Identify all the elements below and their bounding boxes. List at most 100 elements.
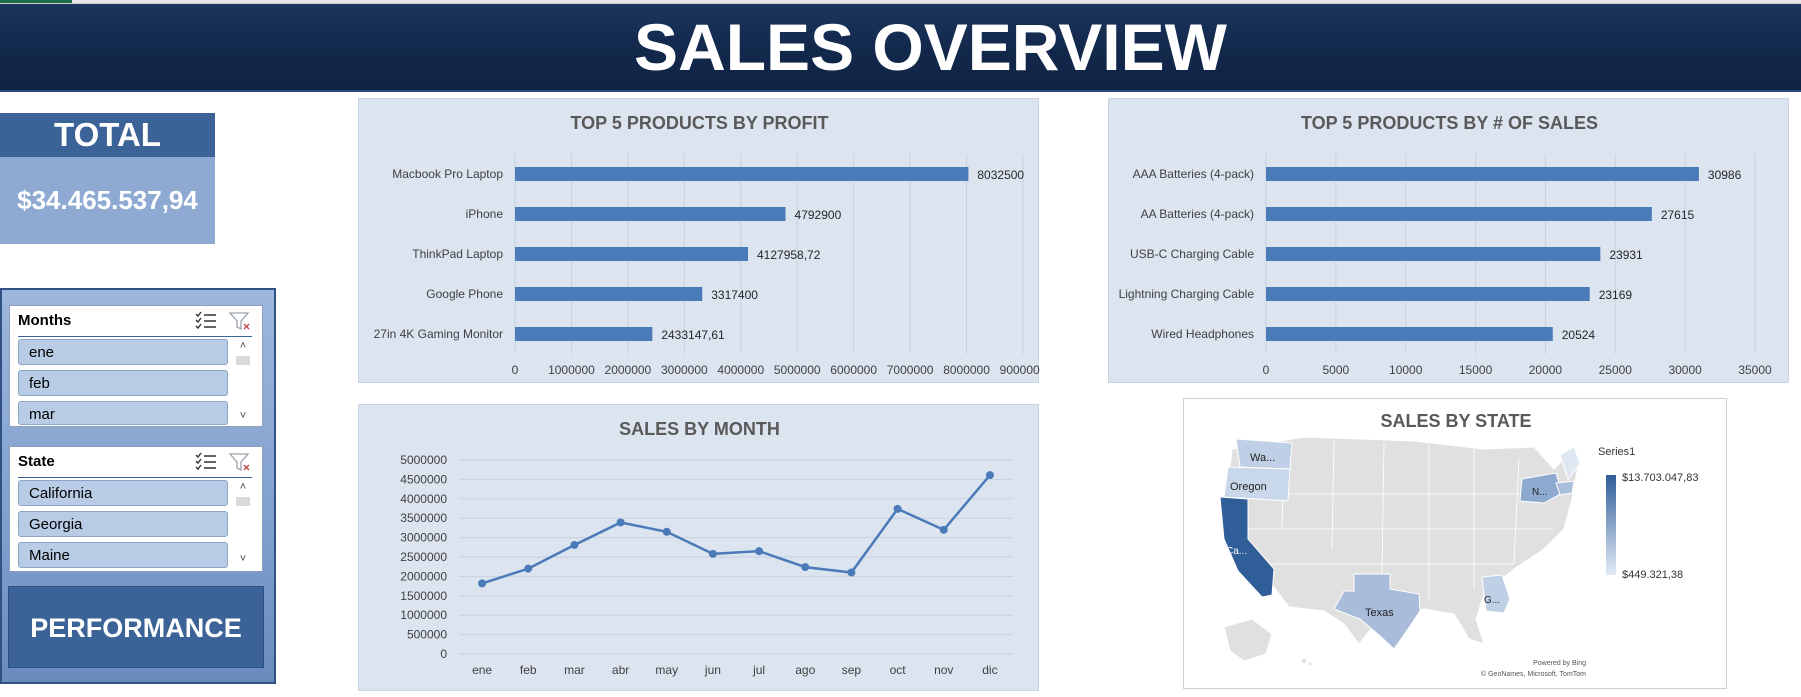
multi-select-icon[interactable] [194, 310, 218, 332]
state-scrollbar[interactable]: ˄ ˅ [235, 480, 251, 568]
x-tick-label: 25000 [1599, 363, 1633, 377]
x-tick-label: 4000000 [717, 363, 764, 377]
scrollbar-thumb[interactable] [236, 497, 250, 506]
data-point [662, 527, 671, 536]
clear-filter-icon[interactable] [228, 451, 252, 473]
map-label-oregon: Oregon [1230, 481, 1267, 493]
map-legend-max: $13.703.047,83 [1622, 472, 1698, 484]
map-label-georgia: G... [1484, 595, 1500, 606]
total-sales-value: $34.465.537,94 [0, 157, 215, 244]
scroll-up-icon[interactable]: ˄ [239, 340, 247, 352]
map-attribution-geo: © GeoNames, Microsoft, TomTom [1481, 670, 1586, 678]
hawaii-dot [1302, 659, 1306, 663]
multi-select-icon[interactable] [194, 451, 218, 473]
data-label: 23931 [1609, 248, 1643, 262]
slicer-item-feb[interactable]: feb [18, 370, 228, 396]
profit-chart-area[interactable]: TOP 5 PRODUCTS BY PROFIT 0 1000000 2000000… [358, 98, 1040, 383]
x-tick-label: ago [795, 663, 815, 677]
data-point [478, 579, 487, 588]
category-label: AAA Batteries (4-pack) [1133, 167, 1254, 181]
months-slicer: Months ene feb mar ˄ ˅ [9, 305, 263, 427]
bar [1266, 247, 1601, 261]
bar [515, 207, 786, 221]
data-point [524, 564, 533, 573]
performance-button[interactable]: PERFORMANCE [8, 586, 264, 668]
data-point [570, 540, 579, 549]
data-label: 23169 [1599, 288, 1633, 302]
data-label: 8032500 [977, 168, 1024, 182]
map-legend-title: Series1 [1598, 446, 1635, 458]
x-tick-label: 5000000 [774, 363, 821, 377]
profit-chart-title: TOP 5 PRODUCTS BY PROFIT [570, 113, 829, 133]
x-tick-label: 3000000 [661, 363, 708, 377]
category-label: ThinkPad Laptop [412, 247, 503, 261]
state-map-area[interactable]: SALES BY STATE Wa... Oregon Ca... Texas … [1183, 398, 1727, 689]
x-tick-label: 20000 [1529, 363, 1563, 377]
bar [515, 327, 653, 341]
header-banner [0, 4, 1801, 92]
x-tick-label: 2000000 [605, 363, 652, 377]
state-oregon [1223, 466, 1291, 502]
x-tick-label: 9000000 [1000, 363, 1040, 377]
alaska-shape [1223, 618, 1273, 662]
map-attribution-bing: Powered by Bing [1533, 660, 1586, 667]
state-texas [1333, 573, 1421, 650]
data-point [801, 563, 810, 572]
x-tick-label: jul [752, 663, 765, 677]
bar [1266, 327, 1553, 341]
month-chart-area[interactable]: SALES BY MONTH 0 500000 1000000 1500000 2000… [358, 404, 1039, 691]
slicer-item-maine[interactable]: Maine [18, 542, 228, 568]
slicer-item-california[interactable]: California [18, 480, 228, 506]
series-line [481, 474, 991, 585]
bar [1266, 287, 1590, 301]
category-label: iPhone [466, 207, 504, 221]
hawaii-dot [1308, 662, 1312, 666]
clear-filter-icon[interactable] [228, 310, 252, 332]
x-tick-label: dic [982, 663, 997, 677]
quantity-chart-area[interactable]: TOP 5 PRODUCTS BY # OF SALES 0 5000 10000 1… [1108, 98, 1789, 383]
data-label: 20524 [1562, 328, 1596, 342]
y-tick-label: 3000000 [400, 531, 447, 545]
y-tick-label: 500000 [407, 628, 447, 642]
scrollbar-thumb[interactable] [236, 356, 250, 365]
bar [1266, 207, 1652, 221]
x-tick-label: 0 [1263, 363, 1270, 377]
x-tick-label: abr [612, 663, 629, 677]
slicer-header-underline [18, 336, 252, 337]
slicer-header-underline [18, 477, 252, 478]
x-tick-label: 30000 [1668, 363, 1702, 377]
y-tick-label: 4500000 [400, 472, 447, 486]
dashboard-title: SALES OVERVIEW [634, 10, 1227, 84]
map-legend-gradient [1606, 475, 1616, 575]
months-scrollbar[interactable]: ˄ ˅ [235, 339, 251, 425]
slicer-item-mar[interactable]: mar [18, 401, 228, 425]
category-label: Google Phone [426, 287, 503, 301]
total-sales-label: TOTAL SALES [0, 113, 215, 197]
month-chart-svg: 0 500000 1000000 1500000 2000000 2500000 30000… [400, 453, 1013, 677]
data-label: 4127958,72 [757, 248, 821, 262]
data-label: 4792900 [795, 208, 842, 222]
slicer-item-georgia[interactable]: Georgia [18, 511, 228, 537]
state-slicer: State California Georgia Maine ˄ ˅ [9, 446, 263, 572]
x-tick-label: feb [520, 663, 537, 677]
map-label-california: Ca... [1226, 546, 1247, 557]
state-georgia [1481, 574, 1511, 614]
data-label: 27615 [1661, 208, 1695, 222]
scroll-up-icon[interactable]: ˄ [239, 481, 247, 493]
state-slicer-title: State [18, 453, 55, 470]
y-tick-label: 2000000 [400, 569, 447, 583]
y-tick-label: 2500000 [400, 550, 447, 564]
x-tick-label: sep [842, 663, 862, 677]
data-point [893, 504, 902, 513]
x-tick-label: 1000000 [548, 363, 595, 377]
month-chart-title: SALES BY MONTH [619, 419, 780, 439]
data-label: 3317400 [711, 288, 758, 302]
slicer-item-ene[interactable]: ene [18, 339, 228, 365]
profit-chart-svg: 0 1000000 2000000 3000000 4000000 5000000 6000… [374, 154, 1040, 377]
x-tick-label: 7000000 [887, 363, 934, 377]
data-label: 2433147,61 [661, 328, 725, 342]
scroll-down-icon[interactable]: ˅ [239, 410, 247, 422]
x-tick-label: oct [890, 663, 907, 677]
scroll-down-icon[interactable]: ˅ [239, 553, 247, 565]
category-label: AA Batteries (4-pack) [1141, 207, 1254, 221]
